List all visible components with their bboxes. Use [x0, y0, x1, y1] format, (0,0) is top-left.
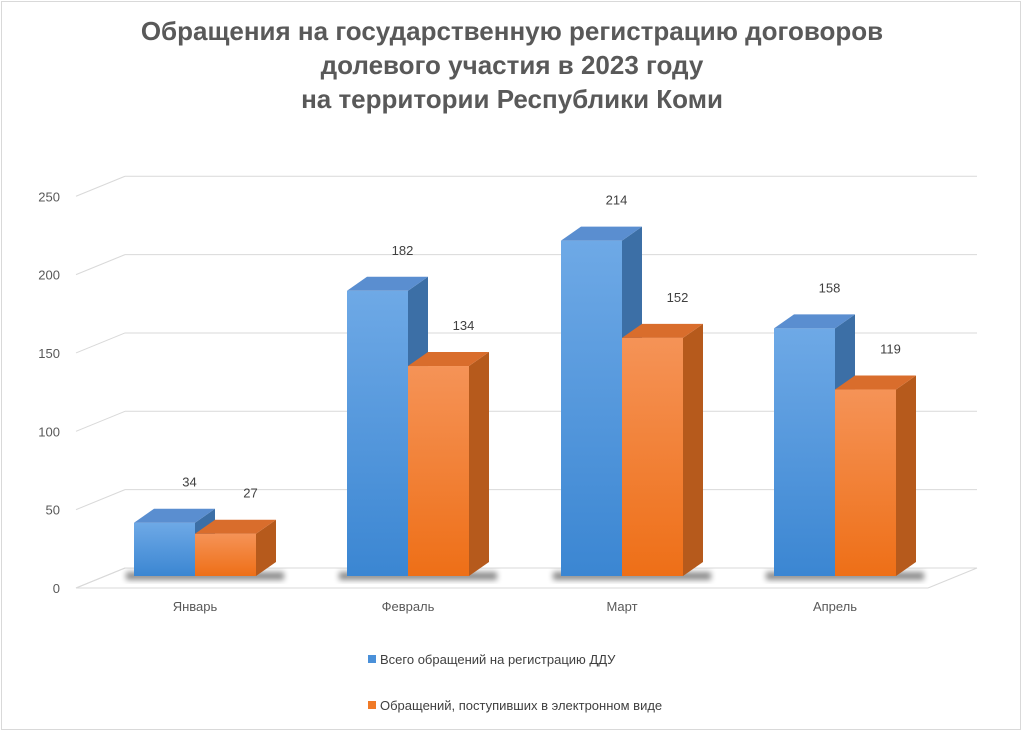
- bar: [408, 366, 469, 576]
- y-tick-label: 0: [53, 581, 60, 596]
- data-label: 158: [819, 280, 841, 295]
- gridline-diagonal: [75, 254, 126, 276]
- legend-label-electronic: Обращений, поступивших в электронном вид…: [380, 697, 663, 713]
- legend-label-total: Всего обращений на регистрацию ДДУ: [380, 651, 616, 667]
- bar-top: [408, 352, 489, 367]
- legend-item-total: Всего обращений на регистрацию ДДУ: [368, 650, 662, 668]
- bar: [774, 328, 835, 576]
- bar-side: [683, 323, 703, 576]
- bar-top: [195, 519, 276, 534]
- gridline-diagonal: [75, 175, 126, 197]
- bar: [347, 290, 408, 576]
- bar: [134, 522, 195, 576]
- bar-top: [347, 276, 428, 291]
- x-tick-label: Январь: [173, 599, 218, 614]
- bar-side: [256, 519, 276, 576]
- y-tick-label: 100: [38, 424, 60, 439]
- y-tick-label: 200: [38, 268, 60, 283]
- legend-swatch-total: [368, 655, 376, 663]
- chart-title-line-2: долевого участия в 2023 году: [320, 50, 704, 80]
- data-label: 27: [243, 486, 257, 501]
- bar-top: [561, 226, 642, 241]
- floor-edge-right: [927, 567, 978, 589]
- y-tick-label: 250: [38, 189, 60, 204]
- data-label: 34: [182, 475, 196, 490]
- y-tick-label: 50: [46, 503, 60, 518]
- gridline-diagonal: [75, 410, 126, 432]
- bar-top: [622, 323, 703, 338]
- chart-title-line-1: Обращения на государственную регистрацию…: [140, 16, 884, 46]
- bar-side: [896, 375, 916, 576]
- bar: [561, 240, 622, 577]
- gridline-diagonal: [75, 567, 126, 589]
- bar-top: [835, 375, 916, 390]
- bar: [835, 389, 896, 576]
- data-label: 152: [667, 290, 689, 305]
- bar: [195, 533, 256, 576]
- bar: [622, 337, 683, 576]
- bar-side: [469, 352, 489, 576]
- chart-title-line-3: на территории Республики Коми: [301, 84, 723, 114]
- legend-item-electronic: Обращений, поступивших в электронном вид…: [368, 696, 662, 714]
- gridline-diagonal: [75, 489, 126, 511]
- y-tick-label: 150: [38, 346, 60, 361]
- x-tick-label: Февраль: [382, 599, 435, 614]
- data-label: 119: [880, 342, 901, 357]
- x-tick-label: Март: [606, 599, 637, 614]
- data-label: 214: [606, 193, 628, 208]
- legend: Всего обращений на регистрацию ДДУ Обращ…: [368, 650, 662, 714]
- legend-swatch-electronic: [368, 701, 376, 709]
- data-label: 134: [453, 318, 475, 333]
- bar-top: [134, 508, 215, 523]
- gridline-diagonal: [75, 332, 126, 354]
- chart-title: Обращения на государственную регистрацию…: [0, 14, 1024, 116]
- data-label: 182: [392, 243, 414, 258]
- x-tick-label: Апрель: [813, 599, 857, 614]
- bar-top: [774, 314, 855, 329]
